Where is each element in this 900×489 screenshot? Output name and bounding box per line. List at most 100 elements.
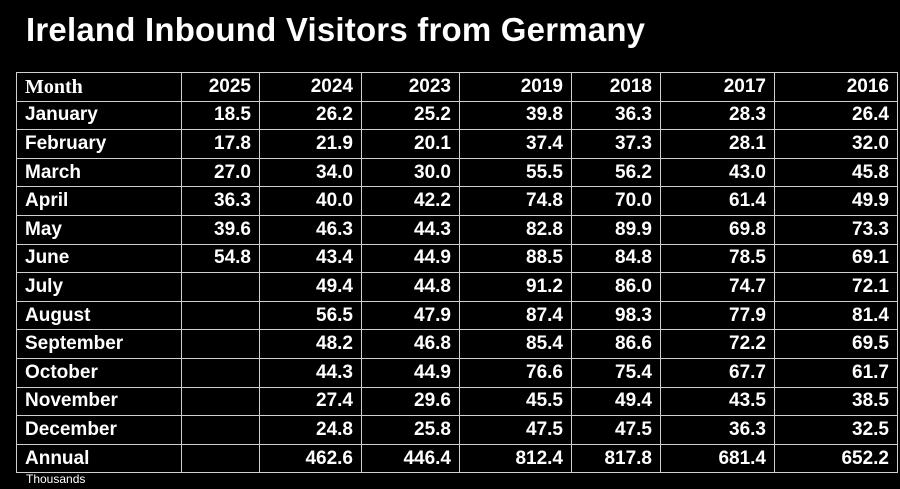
table-row: June 54.8 43.4 44.9 88.5 84.8 78.5 69.1 xyxy=(16,243,898,274)
table-cell xyxy=(181,272,260,302)
row-label: March xyxy=(16,157,182,188)
table-cell: 36.3 xyxy=(660,415,775,445)
table-cell: 86.6 xyxy=(571,329,661,359)
table-cell: 42.2 xyxy=(361,186,460,216)
table-cell: 37.3 xyxy=(571,129,661,159)
table-cell: 70.0 xyxy=(571,186,661,216)
table-cell: 48.2 xyxy=(259,329,362,359)
column-header-2017: 2017 xyxy=(660,72,775,102)
table-cell: 39.6 xyxy=(181,214,260,245)
table-cell: 72.1 xyxy=(774,272,898,302)
table-cell: 98.3 xyxy=(571,300,661,331)
row-label: November xyxy=(16,386,182,417)
table-cell: 36.3 xyxy=(571,100,661,131)
table-cell: 34.0 xyxy=(259,157,362,188)
table-cell: 28.1 xyxy=(660,129,775,159)
table-body: January 18.5 26.2 25.2 39.8 36.3 28.3 26.4 Febru… xyxy=(16,100,898,474)
table-cell: 82.8 xyxy=(459,214,572,245)
table-cell: 44.9 xyxy=(361,243,460,274)
table-cell: 91.2 xyxy=(459,272,572,302)
units-note: Thousands xyxy=(26,472,86,486)
table-cell: 49.4 xyxy=(259,272,362,302)
row-label: September xyxy=(16,329,182,359)
row-label: December xyxy=(16,415,182,445)
row-label: June xyxy=(16,243,182,274)
table-cell: 49.4 xyxy=(571,386,661,417)
table-row: April 36.3 40.0 42.2 74.8 70.0 61.4 49.9 xyxy=(16,186,898,216)
table-cell: 25.8 xyxy=(361,415,460,445)
table-row: Annual 462.6 446.4 812.4 817.8 681.4 652.2 xyxy=(16,443,898,474)
table-cell: 681.4 xyxy=(660,443,775,474)
table-cell xyxy=(181,443,260,474)
table-cell: 84.8 xyxy=(571,243,661,274)
visitors-table: Month 2025 2024 2023 2019 2018 2017 2016… xyxy=(16,72,898,474)
table-cell: 88.5 xyxy=(459,243,572,274)
table-cell: 43.4 xyxy=(259,243,362,274)
table-cell: 85.4 xyxy=(459,329,572,359)
table-cell: 72.2 xyxy=(660,329,775,359)
table-row: August 56.5 47.9 87.4 98.3 77.9 81.4 xyxy=(16,300,898,331)
table-cell: 81.4 xyxy=(774,300,898,331)
table-cell: 20.1 xyxy=(361,129,460,159)
table-cell: 27.4 xyxy=(259,386,362,417)
table-cell: 30.0 xyxy=(361,157,460,188)
table-cell: 73.3 xyxy=(774,214,898,245)
row-label: August xyxy=(16,300,182,331)
table-row: May 39.6 46.3 44.3 82.8 89.9 69.8 73.3 xyxy=(16,214,898,245)
table-cell: 49.9 xyxy=(774,186,898,216)
table-cell: 77.9 xyxy=(660,300,775,331)
table-cell: 40.0 xyxy=(259,186,362,216)
table-cell: 46.8 xyxy=(361,329,460,359)
row-label: April xyxy=(16,186,182,216)
row-label: February xyxy=(16,129,182,159)
table-cell: 44.9 xyxy=(361,357,460,388)
table-cell: 54.8 xyxy=(181,243,260,274)
column-header-2023: 2023 xyxy=(361,72,460,102)
column-header-2019: 2019 xyxy=(459,72,572,102)
table-cell: 45.8 xyxy=(774,157,898,188)
table-cell xyxy=(181,386,260,417)
table-cell: 69.1 xyxy=(774,243,898,274)
table-cell: 24.8 xyxy=(259,415,362,445)
table-cell: 37.4 xyxy=(459,129,572,159)
table-cell: 74.8 xyxy=(459,186,572,216)
table-cell: 44.3 xyxy=(259,357,362,388)
table-cell: 69.5 xyxy=(774,329,898,359)
table-cell: 61.4 xyxy=(660,186,775,216)
table-cell: 38.5 xyxy=(774,386,898,417)
table-row: December 24.8 25.8 47.5 47.5 36.3 32.5 xyxy=(16,415,898,445)
table-cell: 74.7 xyxy=(660,272,775,302)
table-cell: 17.8 xyxy=(181,129,260,159)
table-cell: 76.6 xyxy=(459,357,572,388)
column-header-2016: 2016 xyxy=(774,72,898,102)
row-label: January xyxy=(16,100,182,131)
table-cell: 26.4 xyxy=(774,100,898,131)
table-cell: 47.9 xyxy=(361,300,460,331)
table-cell: 43.0 xyxy=(660,157,775,188)
table-cell: 462.6 xyxy=(259,443,362,474)
table-cell: 32.0 xyxy=(774,129,898,159)
table-row: February 17.8 21.9 20.1 37.4 37.3 28.1 32.0 xyxy=(16,129,898,159)
table-cell xyxy=(181,329,260,359)
row-label: Annual xyxy=(16,443,182,474)
table-cell: 44.8 xyxy=(361,272,460,302)
table-cell: 27.0 xyxy=(181,157,260,188)
table-cell xyxy=(181,415,260,445)
table-cell xyxy=(181,357,260,388)
table-cell: 32.5 xyxy=(774,415,898,445)
table-cell: 39.8 xyxy=(459,100,572,131)
table-cell: 652.2 xyxy=(774,443,898,474)
table-cell: 45.5 xyxy=(459,386,572,417)
table-row: July 49.4 44.8 91.2 86.0 74.7 72.1 xyxy=(16,272,898,302)
table-cell: 78.5 xyxy=(660,243,775,274)
table-cell: 812.4 xyxy=(459,443,572,474)
table-cell: 67.7 xyxy=(660,357,775,388)
table-cell: 47.5 xyxy=(459,415,572,445)
table-cell: 817.8 xyxy=(571,443,661,474)
table-cell: 46.3 xyxy=(259,214,362,245)
row-label: May xyxy=(16,214,182,245)
table-cell: 55.5 xyxy=(459,157,572,188)
table-row: January 18.5 26.2 25.2 39.8 36.3 28.3 26.4 xyxy=(16,100,898,131)
table-row: October 44.3 44.9 76.6 75.4 67.7 61.7 xyxy=(16,357,898,388)
table-cell: 36.3 xyxy=(181,186,260,216)
